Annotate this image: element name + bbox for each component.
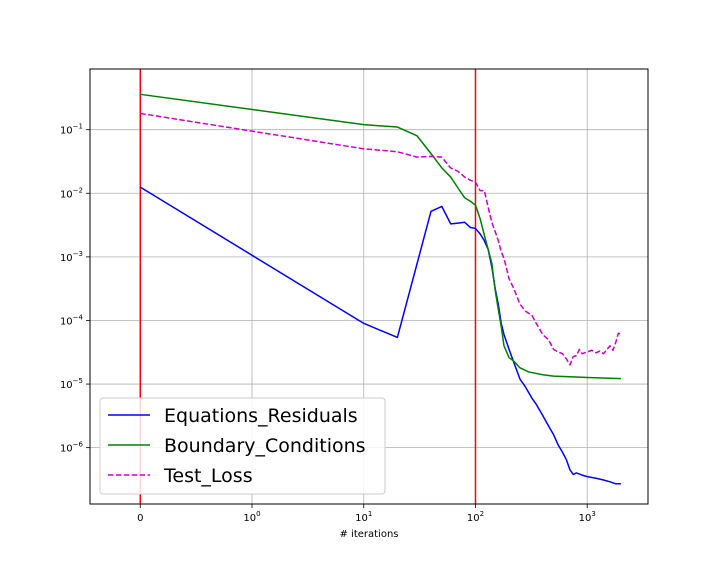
y-tick-label: 10−1 xyxy=(60,123,83,137)
x-tick-label: 101 xyxy=(355,510,372,524)
legend-label: Test_Loss xyxy=(163,465,253,487)
x-tick-label: 100 xyxy=(243,510,260,524)
legend: Equations_Residuals Boundary_Conditions Te… xyxy=(99,397,386,495)
legend-label: Boundary_Conditions xyxy=(164,435,366,457)
x-tick-label: 103 xyxy=(579,510,596,524)
x-axis-label: # iterations xyxy=(339,529,398,540)
series-line xyxy=(140,93,621,380)
x-axis: 0 100 101 102 103 xyxy=(137,504,596,524)
y-tick-label: 10−3 xyxy=(60,250,83,264)
y-tick-label: 10−2 xyxy=(60,186,83,200)
y-axis: 10−6 10−5 10−4 10−3 10−2 10−1 xyxy=(60,123,90,455)
y-tick-label: 10−4 xyxy=(60,313,84,327)
y-tick-label: 10−5 xyxy=(60,377,83,391)
legend-label: Equations_Residuals xyxy=(164,405,358,427)
plot-area xyxy=(139,93,622,485)
legend-box xyxy=(99,397,386,495)
series-line xyxy=(139,186,621,485)
x-tick-label: 102 xyxy=(467,510,484,524)
series-line xyxy=(140,112,622,366)
axes-frame xyxy=(89,68,649,505)
x-tick-label: 0 xyxy=(137,513,143,524)
y-tick-label: 10−6 xyxy=(60,441,84,455)
